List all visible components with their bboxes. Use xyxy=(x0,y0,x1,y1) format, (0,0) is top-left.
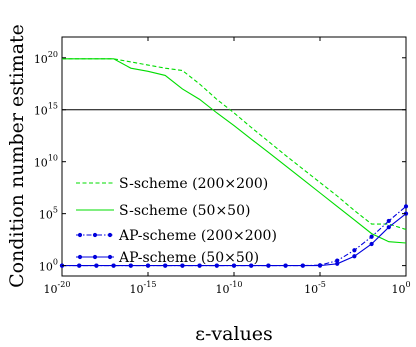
data-point xyxy=(180,263,185,268)
data-point xyxy=(369,234,374,239)
legend-marker xyxy=(92,232,98,238)
data-point xyxy=(197,263,202,268)
legend-marker xyxy=(77,254,83,260)
legend-marker xyxy=(107,232,113,238)
y-tick-label: 1020 xyxy=(34,50,58,66)
x-tick-label: 10-10 xyxy=(216,280,243,296)
data-point xyxy=(128,263,133,268)
data-point xyxy=(163,263,168,268)
data-point xyxy=(335,261,340,266)
series-3 xyxy=(59,211,409,268)
series-line xyxy=(62,58,407,231)
data-point xyxy=(214,263,219,268)
data-point xyxy=(77,263,82,268)
data-point xyxy=(249,263,254,268)
data-point xyxy=(231,263,237,268)
plot-area xyxy=(61,36,407,277)
legend-label: S-scheme (200×200) xyxy=(119,176,268,192)
data-point xyxy=(300,263,305,268)
x-tick-label: 10-15 xyxy=(130,280,157,296)
data-point xyxy=(386,225,391,230)
data-point xyxy=(352,254,357,259)
x-tick-label: 10-20 xyxy=(44,280,71,296)
data-point xyxy=(403,204,409,209)
legend-label: S-scheme (50×50) xyxy=(119,203,250,219)
data-point xyxy=(386,218,391,224)
data-point xyxy=(266,263,271,268)
legend-marker xyxy=(92,254,98,260)
legend-marker xyxy=(107,254,113,260)
data-point xyxy=(283,263,288,268)
y-tick-label: 105 xyxy=(39,206,58,222)
data-point xyxy=(94,263,99,268)
x-tick-label: 10-5 xyxy=(304,280,326,296)
data-point xyxy=(352,248,357,253)
legend-label: AP-scheme (200×200) xyxy=(118,228,277,244)
legend: S-scheme (200×200) S-scheme (50×50) AP-sch… xyxy=(76,176,277,266)
y-axis-title: Condition number estimate xyxy=(6,24,28,288)
x-tick-label: 100 xyxy=(391,280,410,296)
series-1 xyxy=(62,58,407,244)
x-axis-title: ε-values xyxy=(195,323,273,345)
data-point xyxy=(369,241,374,247)
y-tick-label: 100 xyxy=(39,258,58,274)
legend-label: AP-scheme (50×50) xyxy=(118,250,259,266)
y-tick-label: 1015 xyxy=(34,102,58,118)
y-tick-label: 1010 xyxy=(34,154,58,170)
series-line xyxy=(62,58,407,244)
data-point xyxy=(145,263,151,268)
data-point xyxy=(335,258,340,263)
data-point xyxy=(111,263,116,268)
series-0 xyxy=(62,58,407,231)
legend-marker xyxy=(77,232,83,238)
data-point xyxy=(317,263,323,268)
